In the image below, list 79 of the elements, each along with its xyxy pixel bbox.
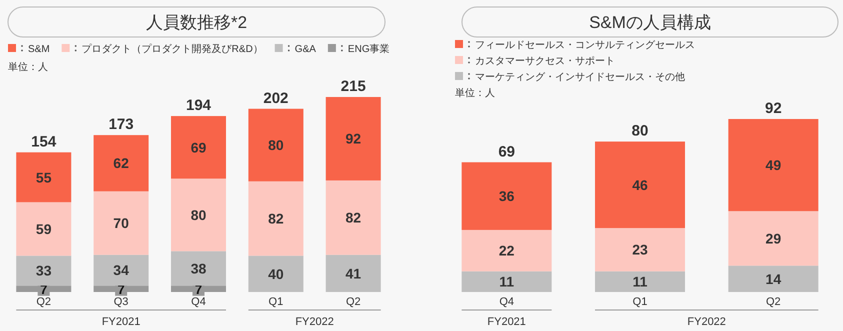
bar	[462, 162, 552, 230]
bar	[171, 251, 226, 286]
text: FY2021	[487, 316, 526, 328]
bar	[94, 254, 149, 286]
data-label: 92	[346, 130, 362, 147]
legend-label: カスタマーサクセス・サポート	[475, 56, 615, 67]
bar	[248, 256, 304, 292]
bar	[728, 211, 818, 266]
bar	[595, 228, 685, 272]
x-tick-label: Q4	[499, 296, 514, 308]
x-tick-label: Q1	[632, 296, 648, 308]
data-label: 62	[113, 155, 130, 172]
legend-label: G&A	[294, 44, 316, 55]
bar	[248, 181, 304, 256]
text: FY2021	[102, 316, 140, 328]
data-label: 11	[632, 274, 648, 290]
data-label: 38	[190, 260, 206, 276]
legend-label: ENG事業	[348, 43, 390, 55]
bar	[171, 178, 226, 252]
bar	[16, 256, 72, 286]
bar	[462, 271, 552, 292]
chart-title: 人員数推移*2	[146, 13, 248, 32]
bar	[326, 97, 381, 180]
text: 単位：人	[455, 87, 495, 99]
data-label: 80	[190, 206, 206, 223]
total-label: 154	[31, 133, 57, 150]
total-label: 173	[108, 116, 134, 134]
total-label: 92	[764, 100, 782, 117]
bar	[94, 135, 149, 192]
data-label: 82	[346, 210, 362, 226]
x-tick-label: Q1	[268, 296, 284, 308]
data-label: 14	[766, 270, 782, 287]
data-label: 55	[36, 169, 52, 186]
data-label: 29	[766, 230, 782, 246]
data-label: 22	[498, 242, 515, 259]
data-label: 49	[766, 157, 782, 174]
text: 単位：人	[8, 61, 48, 73]
bar	[728, 266, 818, 292]
bar	[728, 119, 818, 212]
total-label: 80	[632, 122, 648, 140]
bar	[171, 116, 226, 179]
x-tick-label: Q2	[766, 296, 781, 308]
bar	[326, 254, 381, 292]
bar	[326, 180, 381, 255]
x-tick-label: Q2	[346, 296, 361, 308]
bar	[462, 230, 552, 272]
total-label: 69	[498, 143, 516, 160]
data-label: 40	[268, 266, 284, 282]
data-label: 82	[268, 210, 284, 227]
bar	[94, 191, 149, 255]
bar	[16, 202, 72, 256]
data-label: 11	[499, 274, 514, 290]
x-tick-label: Q4	[191, 296, 206, 308]
data-label: 34	[113, 262, 130, 278]
total-label: 215	[340, 78, 366, 95]
data-label: 46	[632, 176, 648, 193]
bar	[248, 108, 304, 182]
chart-title: S&Mの人員構成	[589, 13, 711, 32]
bar	[595, 271, 685, 292]
bar	[16, 152, 72, 202]
data-label: 69	[190, 139, 206, 156]
data-label: 36	[498, 188, 515, 204]
data-label: 80	[268, 137, 284, 154]
text: FY2022	[687, 316, 726, 328]
data-label: 59	[36, 220, 52, 237]
legend-label: マーケティング・インサイドセールス・その他	[475, 71, 685, 83]
data-label: 23	[632, 242, 648, 258]
data-label: 33	[36, 262, 52, 279]
legend-label: フィールドセールス・コンサルティングセールス	[475, 40, 695, 51]
x-tick-label: Q2	[36, 296, 52, 308]
x-tick-label: Q3	[114, 296, 128, 308]
text: FY2022	[295, 316, 334, 328]
legend-label: プロダクト（プロダクト開発及びR&D）	[82, 43, 263, 55]
bar	[595, 142, 685, 228]
total-label: 202	[263, 90, 288, 107]
data-label: 41	[346, 265, 362, 282]
legend-label: S&M	[28, 44, 50, 55]
total-label: 194	[186, 97, 212, 114]
data-label: 70	[113, 215, 130, 232]
